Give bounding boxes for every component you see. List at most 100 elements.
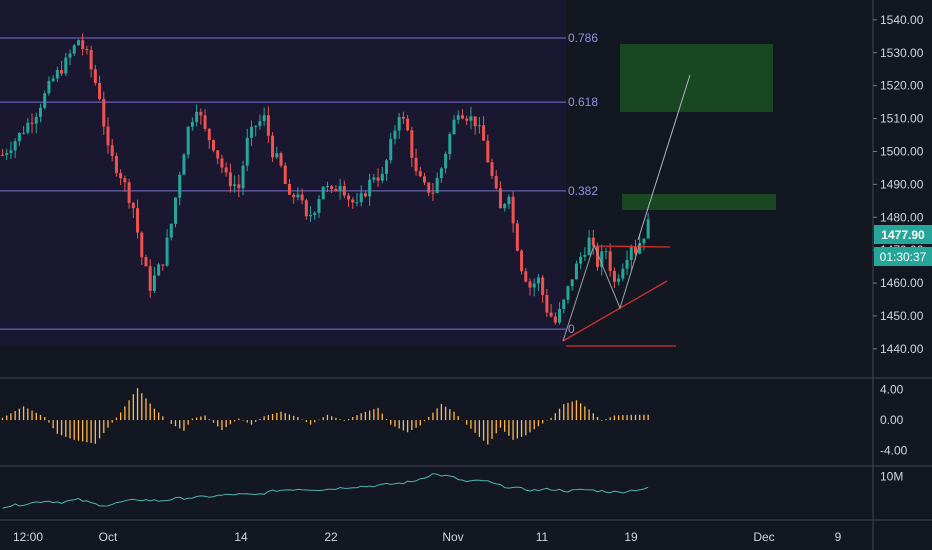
candle-body — [456, 115, 460, 120]
candle-body — [114, 155, 118, 174]
candle-body — [228, 172, 232, 187]
candle-body — [427, 182, 431, 193]
candle-body — [486, 140, 490, 163]
candle-body — [507, 196, 511, 205]
obv-tick-label: 10M — [880, 470, 903, 484]
time-tick-label: Oct — [99, 530, 118, 544]
candle-body — [68, 53, 72, 58]
price-tick-label: 1520.00 — [880, 79, 924, 93]
triangle-top-line[interactable] — [592, 245, 671, 248]
candles — [1, 33, 650, 325]
price-tick-label: 1510.00 — [880, 112, 924, 126]
candle-body — [376, 177, 380, 181]
candle-body — [127, 182, 131, 203]
obv-pane — [2, 473, 649, 509]
price-tick-label: 1460.00 — [880, 276, 924, 290]
candle-body — [477, 125, 481, 127]
price-tick-label: 1490.00 — [880, 177, 924, 191]
candle-body — [241, 165, 245, 189]
price-tick-label: 1440.00 — [880, 342, 924, 356]
candle-body — [342, 185, 346, 196]
time-tick-label: 14 — [234, 530, 248, 544]
candle-body — [13, 141, 17, 151]
candle-body — [465, 118, 469, 121]
candle-body — [397, 116, 401, 131]
candle-body — [47, 80, 51, 94]
candle-body — [313, 212, 317, 216]
pattern-path[interactable] — [562, 242, 641, 342]
drawings[interactable] — [562, 44, 776, 347]
candle-body — [608, 251, 612, 271]
candle-body — [389, 138, 393, 161]
candle-body — [351, 199, 355, 203]
fib-label: 0 — [568, 322, 575, 336]
candle-body — [541, 277, 545, 296]
candle-body — [439, 168, 443, 178]
candle-body — [157, 264, 161, 276]
fib-label: 0.618 — [568, 95, 598, 109]
candle-body — [55, 70, 59, 79]
candle-body — [287, 183, 291, 195]
candle-body — [646, 219, 650, 239]
candle-body — [144, 257, 148, 267]
candle-body — [131, 202, 135, 209]
target-box-lower[interactable] — [622, 194, 776, 210]
candle-body — [482, 125, 486, 141]
candle-body — [638, 243, 642, 254]
candle-body — [283, 165, 287, 184]
candle-body — [368, 179, 372, 197]
candle-body — [385, 160, 389, 174]
candle-body — [553, 316, 557, 323]
candle-body — [355, 202, 359, 204]
target-box-upper[interactable] — [620, 44, 773, 112]
candle-body — [515, 223, 519, 251]
candle-body — [30, 122, 34, 124]
candle-body — [199, 111, 203, 116]
time-tick-label: Nov — [442, 530, 463, 544]
fib-label: 0.382 — [568, 184, 598, 198]
candle-body — [473, 116, 477, 127]
candle-body — [494, 176, 498, 189]
price-axis[interactable]: 1540.00 1530.00 1520.00 1510.00 1500.00 1490.… — [873, 13, 924, 484]
candle-body — [216, 150, 220, 159]
candle-body — [207, 128, 211, 141]
candle-body — [174, 197, 178, 224]
time-tick-label: Dec — [753, 530, 774, 544]
candle-body — [528, 281, 532, 288]
candle-body — [452, 119, 456, 135]
candle-body — [245, 137, 249, 166]
time-axis[interactable]: 12:00 Oct 14 22 Nov 11 19 Dec 9 — [13, 530, 842, 544]
candle-body — [574, 263, 578, 280]
candle-body — [583, 254, 587, 257]
candle-body — [5, 153, 9, 155]
candle-body — [503, 204, 507, 209]
price-tick-label: 1540.00 — [880, 13, 924, 27]
candle-body — [520, 250, 524, 272]
projection-line[interactable] — [637, 74, 691, 241]
candle-body — [136, 208, 140, 233]
triangle-bottom-line[interactable] — [562, 280, 668, 342]
price-tick-label: 1530.00 — [880, 46, 924, 60]
candle-body — [9, 150, 13, 154]
fib-retracement[interactable]: 0.786 0.618 0.382 0 — [0, 31, 598, 336]
candle-body — [410, 130, 414, 158]
current-price-value: 1477.90 — [881, 228, 925, 242]
candle-body — [406, 118, 410, 131]
candle-body — [190, 122, 194, 127]
candle-body — [165, 237, 169, 266]
osc-tick-label: 4.00 — [880, 383, 904, 397]
candle-body — [182, 154, 186, 175]
candle-body — [123, 178, 127, 183]
candle-body — [51, 78, 55, 81]
candle-body — [148, 266, 152, 291]
candle-body — [38, 107, 42, 117]
candle-body — [380, 173, 384, 181]
candle-body — [140, 232, 144, 258]
candle-body — [524, 271, 528, 282]
candle-body — [60, 70, 64, 74]
candle-body — [566, 286, 570, 300]
candle-body — [629, 246, 633, 260]
candle-body — [212, 140, 215, 151]
